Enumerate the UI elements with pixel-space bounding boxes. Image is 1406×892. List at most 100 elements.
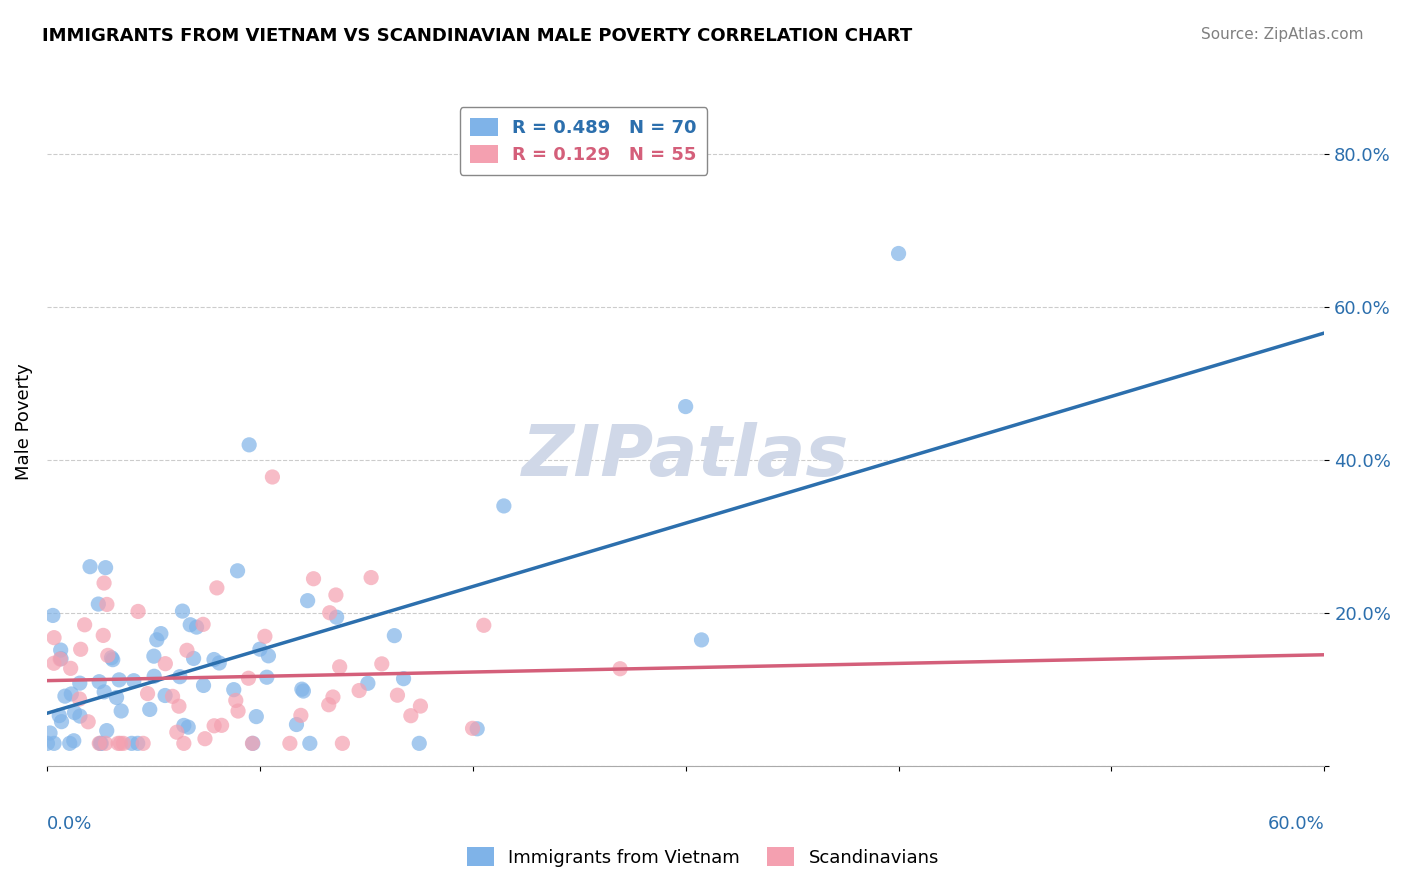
Point xyxy=(94,560,117,574)
Point xyxy=(461,722,484,736)
Text: 0.0%: 0.0% xyxy=(46,814,93,832)
Point xyxy=(101,653,124,667)
Point xyxy=(49,651,72,665)
Point xyxy=(357,676,380,690)
Point xyxy=(107,736,129,750)
Point xyxy=(73,617,96,632)
Point xyxy=(60,687,83,701)
Point xyxy=(97,648,120,663)
Point xyxy=(110,704,132,718)
Point xyxy=(245,709,267,723)
Point xyxy=(169,670,191,684)
Point xyxy=(179,617,201,632)
Point xyxy=(69,709,91,723)
Point xyxy=(42,631,65,645)
Point xyxy=(226,564,249,578)
Point xyxy=(322,690,344,704)
Point xyxy=(139,702,162,716)
Point xyxy=(93,685,115,699)
Point xyxy=(173,718,195,732)
Point xyxy=(409,699,432,714)
Point xyxy=(162,690,184,704)
Point xyxy=(93,576,115,591)
Point xyxy=(96,723,118,738)
Point xyxy=(387,688,409,702)
Point xyxy=(105,690,128,705)
Y-axis label: Male Poverty: Male Poverty xyxy=(15,364,32,480)
Point xyxy=(675,400,697,414)
Point xyxy=(53,689,76,703)
Point xyxy=(253,629,276,643)
Point xyxy=(238,438,260,452)
Point xyxy=(132,736,155,750)
Point xyxy=(110,736,132,750)
Point xyxy=(136,687,159,701)
Point xyxy=(690,632,713,647)
Point xyxy=(242,736,264,750)
Point xyxy=(63,706,86,720)
Point xyxy=(89,736,111,750)
Point xyxy=(238,671,260,685)
Point xyxy=(42,736,65,750)
Point xyxy=(202,719,225,733)
Point xyxy=(100,650,122,665)
Point xyxy=(69,676,91,690)
Point xyxy=(347,683,370,698)
Point xyxy=(211,718,233,732)
Point xyxy=(256,670,278,684)
Point xyxy=(290,708,312,723)
Point xyxy=(59,661,82,675)
Point xyxy=(191,617,214,632)
Point xyxy=(127,604,149,618)
Point xyxy=(59,736,82,750)
Point xyxy=(257,648,280,663)
Legend: R = 0.489   N = 70, R = 0.129   N = 55: R = 0.489 N = 70, R = 0.129 N = 55 xyxy=(460,107,707,175)
Point xyxy=(318,698,340,712)
Point xyxy=(37,736,59,750)
Point xyxy=(79,559,101,574)
Point xyxy=(153,689,176,703)
Point xyxy=(360,570,382,584)
Point xyxy=(285,717,308,731)
Point xyxy=(121,736,143,750)
Point xyxy=(225,693,247,707)
Point xyxy=(382,629,405,643)
Point xyxy=(186,620,208,634)
Point xyxy=(69,692,91,706)
Point xyxy=(143,669,166,683)
Point xyxy=(51,714,73,729)
Point xyxy=(222,682,245,697)
Point xyxy=(112,736,135,750)
Point xyxy=(399,708,422,723)
Point xyxy=(887,246,910,260)
Point xyxy=(146,632,169,647)
Point xyxy=(194,731,217,746)
Point xyxy=(42,657,65,671)
Point xyxy=(127,736,149,750)
Point xyxy=(472,618,495,632)
Point xyxy=(329,660,352,674)
Text: 60.0%: 60.0% xyxy=(1268,814,1324,832)
Point xyxy=(183,651,205,665)
Point xyxy=(408,736,430,750)
Point xyxy=(172,604,194,618)
Point xyxy=(87,597,110,611)
Point xyxy=(91,628,114,642)
Point xyxy=(62,733,84,747)
Point xyxy=(176,643,198,657)
Point xyxy=(96,598,118,612)
Point xyxy=(249,642,271,657)
Point xyxy=(325,610,347,624)
Point xyxy=(371,657,394,671)
Point xyxy=(291,682,314,697)
Point xyxy=(319,606,342,620)
Point xyxy=(39,726,62,740)
Point xyxy=(177,720,200,734)
Point xyxy=(173,736,195,750)
Point xyxy=(69,642,91,657)
Point xyxy=(142,649,165,664)
Text: ZIPatlas: ZIPatlas xyxy=(522,422,849,491)
Point xyxy=(465,722,488,736)
Point xyxy=(193,678,215,692)
Point xyxy=(292,684,315,698)
